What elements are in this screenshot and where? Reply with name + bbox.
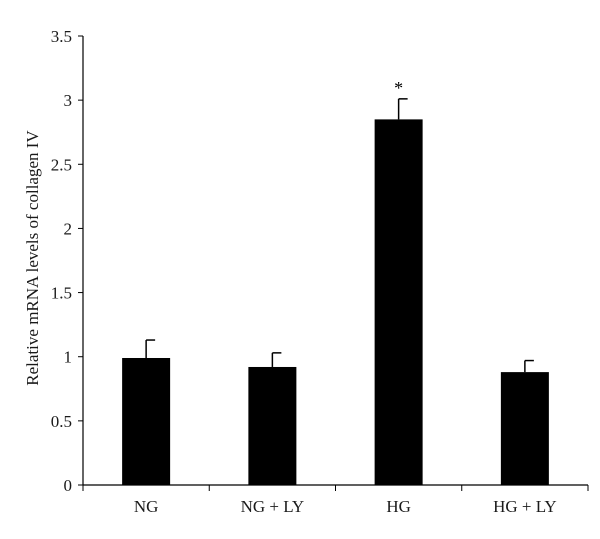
y-tick-label: 3.5 <box>51 27 72 46</box>
bar <box>500 372 549 485</box>
x-tick-label: NG + LY <box>241 497 305 516</box>
y-axis-title: Relative mRNA levels of collagen IV <box>23 130 42 386</box>
plot-area: 0 0.5 1 1.5 2 2.5 3 3.5 NG NG + LY HG * HG + LY <box>51 27 589 516</box>
y-tick-label: 0.5 <box>51 412 72 431</box>
bar <box>374 119 423 485</box>
x-tick-label: NG <box>134 497 159 516</box>
bar <box>248 366 297 485</box>
y-tick-label: 1 <box>64 348 73 367</box>
y-tick-label: 2 <box>64 219 73 238</box>
significance-marker: * <box>394 78 403 98</box>
y-tick-label: 2.5 <box>51 155 72 174</box>
x-tick-label: HG + LY <box>493 497 557 516</box>
y-tick-label: 1.5 <box>51 284 72 303</box>
x-tick-label: HG <box>386 497 411 516</box>
y-tick-label: 3 <box>64 91 73 110</box>
bar <box>122 357 171 485</box>
y-tick-label: 0 <box>64 476 73 495</box>
